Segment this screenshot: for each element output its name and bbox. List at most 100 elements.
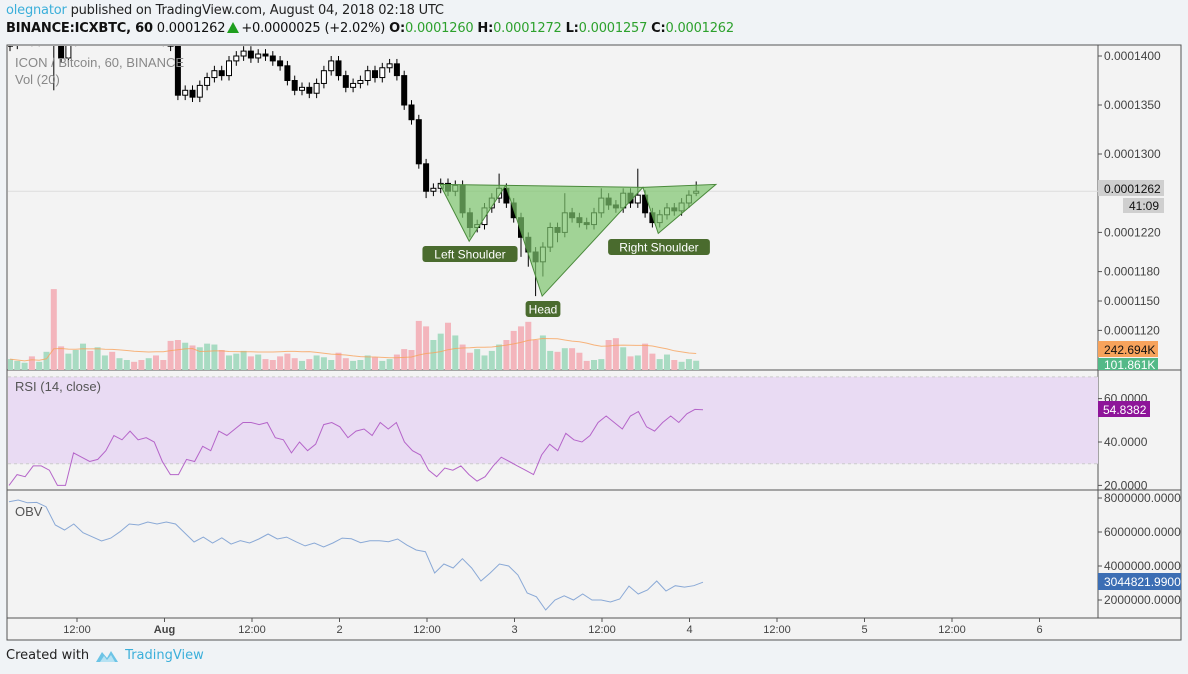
volume-bar [620, 347, 627, 370]
candle-up [37, 36, 42, 41]
volume-badge: 101.861K [1104, 358, 1155, 372]
author-link[interactable]: olegnator [6, 3, 67, 18]
candle-down [284, 65, 291, 82]
volume-bar [627, 356, 634, 370]
volume-bar [649, 353, 656, 370]
time-tick-label: 3 [511, 624, 517, 636]
volume-bar [36, 361, 43, 370]
candle-up [634, 194, 641, 204]
pattern-label: Left Shoulder [434, 248, 505, 262]
volume-bar [109, 351, 116, 370]
volume-bar [518, 326, 524, 370]
volume-bar [569, 348, 576, 370]
volume-bar [174, 340, 181, 370]
obv-line [8, 499, 704, 611]
volume-bar [277, 356, 284, 370]
volume-bar [262, 359, 269, 370]
volume-bar [8, 359, 13, 370]
candle-down [335, 60, 342, 77]
candle-up [22, 34, 27, 38]
volume-bar [364, 355, 371, 370]
candle-up [211, 70, 218, 79]
time-tick-label: Aug [154, 624, 175, 636]
pattern-label: Head [529, 303, 558, 317]
volume-bar [656, 359, 663, 370]
volume-bar [196, 347, 203, 370]
axes: 0.0001400 0.0001350 0.0001300 0.0001220 0.00… [63, 49, 1181, 636]
volume-bar [401, 349, 408, 370]
volume-bar [160, 360, 167, 370]
price-badge-bg [1098, 180, 1164, 196]
volume-bar [240, 350, 247, 370]
volume-bar [306, 359, 313, 370]
candle-down [342, 75, 349, 88]
volume-bar [80, 343, 86, 370]
volume-bar [678, 361, 685, 370]
time-tick-label: 4 [686, 624, 692, 636]
obv-badge: 3044821.9900 [1104, 575, 1181, 589]
volume-bar [189, 345, 196, 370]
volume-bar [598, 359, 605, 370]
volume-bar [583, 360, 590, 370]
price-change: +0.0000025 (+2.02%) [241, 21, 386, 36]
candle-up [299, 86, 305, 91]
candle-up [95, 34, 100, 38]
time-tick-label: 12:00 [938, 624, 966, 636]
volume-bar [204, 343, 211, 370]
tradingview-logo-icon[interactable] [95, 649, 119, 663]
volume-bar [247, 356, 254, 370]
volume-bar [28, 356, 35, 370]
volume-bar [642, 343, 649, 370]
candle-up [196, 84, 203, 98]
pattern-triangle [642, 183, 718, 235]
volume-bar [313, 355, 320, 370]
volume-bar [591, 360, 597, 370]
volume-bar [357, 360, 364, 370]
candle-up [182, 89, 189, 96]
candle-down [29, 34, 34, 41]
volume-bar [167, 340, 174, 370]
price-tick-label: 0.0001180 [1104, 265, 1160, 279]
obv-tick-label: 8000000.0000 [1104, 491, 1181, 505]
volume-bar [423, 326, 430, 370]
rsi-badge-bg [1098, 401, 1150, 417]
candle-down [132, 27, 137, 35]
volume-ma-line [9, 337, 697, 362]
candle-up [357, 80, 364, 84]
volume-bar [291, 358, 298, 370]
head-and-shoulders-pattern[interactable]: Left Shoulder Head Right Shoulder [422, 183, 718, 317]
volume-bar [299, 360, 305, 370]
volume-bar [510, 330, 517, 370]
last-price: 0.0001262 [156, 21, 226, 36]
volume-bar [116, 358, 123, 370]
volume-bar [145, 358, 152, 370]
volume-bar [182, 342, 189, 370]
candle-up [146, 32, 151, 39]
price-tick-label: 0.0001120 [1104, 323, 1160, 337]
volume-bar [269, 360, 276, 370]
price-tick-label: 0.0001220 [1104, 225, 1161, 239]
pattern-label: Right Shoulder [619, 241, 698, 255]
vol-ma-badge: 242.694K [1104, 343, 1155, 357]
rsi-badge: 54.8382 [1103, 403, 1147, 417]
rsi-pane [8, 376, 1098, 486]
volume-bar [226, 355, 232, 370]
volume-bar [539, 335, 546, 370]
candle-up [364, 70, 371, 81]
volume-bar [350, 360, 357, 370]
published-text: published on TradingView.com, August 04,… [70, 3, 444, 18]
volume-bar [612, 338, 619, 370]
volume-bar [430, 340, 437, 370]
obv-tick-label: 6000000.0000 [1104, 525, 1181, 539]
symbol: BINANCE:ICXBTC, 60 [6, 21, 153, 36]
obv-tick-label: 4000000.0000 [1104, 559, 1181, 573]
countdown-badge-bg [1123, 198, 1164, 213]
pattern-label-bg [608, 239, 710, 255]
candle-up [350, 82, 357, 88]
candle-down [58, 46, 65, 59]
candle-down [174, 46, 181, 96]
price-tick-label: 0.0001150 [1104, 294, 1160, 308]
tradingview-link[interactable]: TradingView [125, 648, 204, 663]
candle-down [88, 32, 93, 39]
